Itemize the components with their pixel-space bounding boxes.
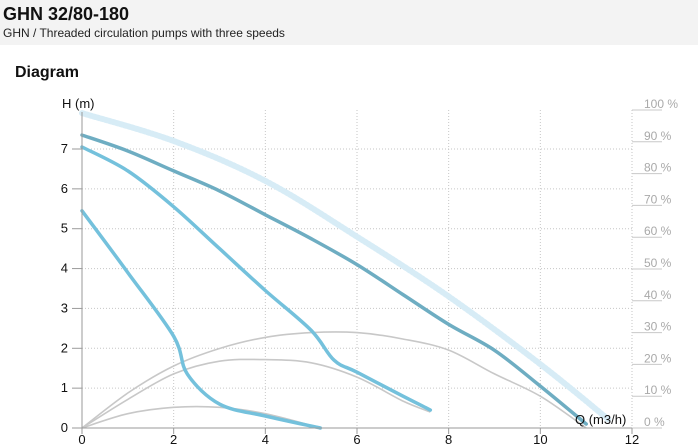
efficiency-layer [81,331,587,429]
efficiency-tick-label: 10 % [644,383,672,397]
y-tick-label: 5 [61,221,68,236]
efficiency-curve [81,405,321,429]
x-tick-label: 12 [625,432,639,446]
x-tick-label: 4 [262,432,269,446]
efficiency-tick-label: 80 % [644,161,672,175]
product-title: GHN 32/80-180 [3,4,130,24]
efficiency-curve [81,331,587,429]
head-curve [80,209,323,430]
y-tick-label: 3 [61,300,68,315]
efficiency-tick-label: 100 % [644,97,678,111]
section-title: Diagram [15,64,80,81]
product-subtitle: GHN / Threaded circulation pumps with th… [3,26,285,40]
efficiency-tick-label: 40 % [644,288,672,302]
x-tick-label: 0 [78,432,85,446]
reference-curve [79,110,613,423]
axes-layer [72,109,662,434]
efficiency-tick-label: 30 % [644,320,672,334]
head-curve [80,145,433,412]
product-header: GHN 32/80-180 GHN / Threaded circulation… [0,0,698,45]
efficiency-curve [81,358,431,429]
efficiency-tick-label: 20 % [644,351,672,365]
x-tick-label: 8 [445,432,452,446]
head-curve [80,133,588,426]
head-layer [80,133,588,430]
reference-layer [79,110,613,423]
efficiency-tick-label: 60 % [644,224,672,238]
x-tick-label: 2 [170,432,177,446]
y-axis-label: H (m) [62,96,95,111]
y-tick-label: 0 [61,420,68,435]
y-tick-label: 6 [61,181,68,196]
x-axis-label: Q (m3/h) [575,412,626,427]
x-tick-label: 6 [353,432,360,446]
efficiency-tick-label: 70 % [644,192,672,206]
y-tick-label: 2 [61,340,68,355]
efficiency-tick-label: 90 % [644,129,672,143]
x-tick-label: 10 [533,432,547,446]
y-tick-label: 1 [61,380,68,395]
efficiency-tick-label: 50 % [644,256,672,270]
y-tick-label: 7 [61,141,68,156]
efficiency-tick-label: 0 % [644,415,665,429]
y-tick-label: 4 [61,261,68,276]
